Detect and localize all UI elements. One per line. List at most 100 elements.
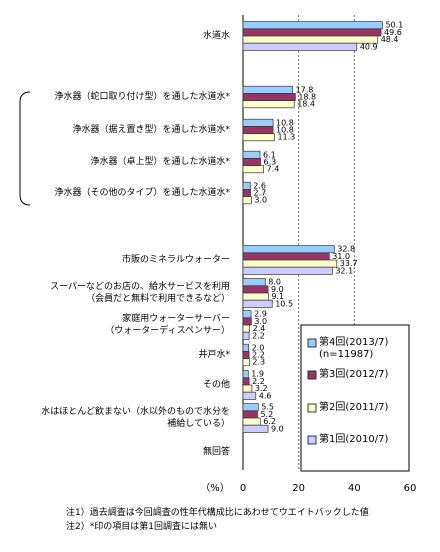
value-label: 10.5 [275, 299, 293, 308]
value-label: 3.0 [254, 196, 267, 205]
bar [242, 417, 261, 426]
bar [242, 196, 252, 205]
note: 注2）*印の項目は第1回調査には無い [66, 522, 217, 532]
legend-box [300, 324, 410, 472]
category-label: 水はほとんど飲まない（水以外のもので水分を 補給している） [41, 407, 230, 429]
bar [242, 317, 252, 326]
value-label: 3.0 [254, 317, 267, 326]
bar [242, 118, 274, 127]
bar [242, 245, 335, 254]
value-label: 2.7 [254, 189, 267, 198]
value-label: 2.9 [254, 310, 267, 319]
bar [242, 100, 295, 109]
value-label: 2.2 [252, 377, 265, 386]
bar [242, 42, 358, 51]
bar [242, 403, 259, 412]
x-tick-label: 20 [292, 483, 305, 494]
bar [242, 299, 273, 308]
category-label: 無回答 [202, 447, 230, 457]
value-label: 33.7 [340, 259, 358, 268]
bar [242, 28, 382, 37]
value-label: 10.8 [276, 118, 294, 127]
bar [242, 351, 250, 359]
value-label: 3.2 [255, 384, 268, 393]
value-label: 32.1 [335, 266, 353, 275]
bar [242, 21, 383, 30]
bar [242, 150, 261, 159]
value-label: 2.2 [252, 331, 265, 340]
legend-label: 第2回(2011/7) [319, 402, 389, 413]
bar [242, 310, 252, 319]
value-label: 18.4 [297, 100, 315, 109]
value-label: 40.9 [360, 42, 378, 51]
category-label: 浄水器（その他のタイプ）を通した水道水* [54, 188, 230, 198]
legend-swatch [307, 338, 317, 348]
bar [242, 158, 261, 166]
value-label: 9.0 [271, 285, 284, 294]
bar [242, 391, 257, 400]
bar [242, 370, 249, 379]
value-label: 2.2 [252, 351, 265, 360]
x-tick-label: 60 [404, 483, 417, 494]
bar [242, 278, 266, 287]
bar [242, 410, 258, 419]
bar [242, 285, 269, 294]
legend-swatch [307, 403, 317, 413]
value-label: 50.1 [385, 21, 403, 30]
value-label: 9.1 [271, 292, 284, 301]
value-label: 49.6 [384, 28, 402, 37]
bar [242, 343, 249, 352]
value-label: 5.5 [261, 403, 274, 412]
bar [242, 35, 379, 44]
legend-label: 第1回(2010/7) [319, 434, 389, 445]
value-label: 1.9 [251, 370, 264, 379]
legend-swatch [307, 435, 317, 445]
bar [242, 377, 250, 386]
value-label: 31.0 [332, 252, 350, 261]
value-label: 48.4 [381, 35, 399, 44]
value-label: 6.2 [263, 417, 276, 426]
bar [242, 324, 251, 333]
value-label: 10.8 [276, 126, 294, 135]
value-label: 2.4 [253, 324, 266, 333]
value-label: 32.8 [337, 245, 355, 254]
value-label: 11.3 [277, 133, 295, 142]
category-label: その他 [202, 380, 230, 390]
bracket [19, 91, 31, 206]
bar [242, 358, 250, 367]
legend-swatch [307, 370, 317, 380]
bar [242, 181, 251, 190]
bar [242, 93, 296, 101]
bar [242, 133, 275, 142]
value-label: 6.3 [264, 158, 277, 167]
category-label: 水道水 [202, 31, 230, 41]
x-tick-label: 40 [348, 483, 361, 494]
value-label: 4.6 [259, 391, 272, 400]
bar [242, 384, 253, 393]
category-label: 浄水器（卓上型）を通した水道水* [90, 157, 230, 167]
category-label: スーパーなどのお店の、給水サービスを利用 （会員だと無料で利用できるなど） [50, 282, 230, 304]
value-label: 5.2 [260, 410, 273, 419]
bar [242, 424, 269, 433]
category-label: 井戸水* [198, 350, 230, 360]
value-label: 8.0 [268, 278, 281, 287]
value-label: 17.8 [296, 85, 314, 94]
category-label: 浄水器（蛇口取り付け型）を通した水道水* [54, 92, 230, 102]
bar [242, 259, 338, 268]
bar [242, 126, 274, 134]
category-label: 浄水器（据え置き型）を通した水道水* [72, 125, 230, 135]
value-label: 2.0 [252, 343, 265, 352]
legend-label: 第3回(2012/7) [319, 369, 389, 380]
bar [242, 331, 250, 340]
legend-label: 第4回(2013/7) (n=11987) [319, 337, 389, 360]
value-label: 2.6 [253, 181, 266, 190]
value-label: 6.1 [263, 150, 276, 159]
value-label: 18.8 [298, 93, 316, 102]
x-axis-label: （%） [200, 482, 230, 494]
bar [242, 189, 251, 197]
value-label: 7.4 [267, 165, 280, 174]
bar [242, 252, 330, 261]
bar [242, 266, 333, 275]
